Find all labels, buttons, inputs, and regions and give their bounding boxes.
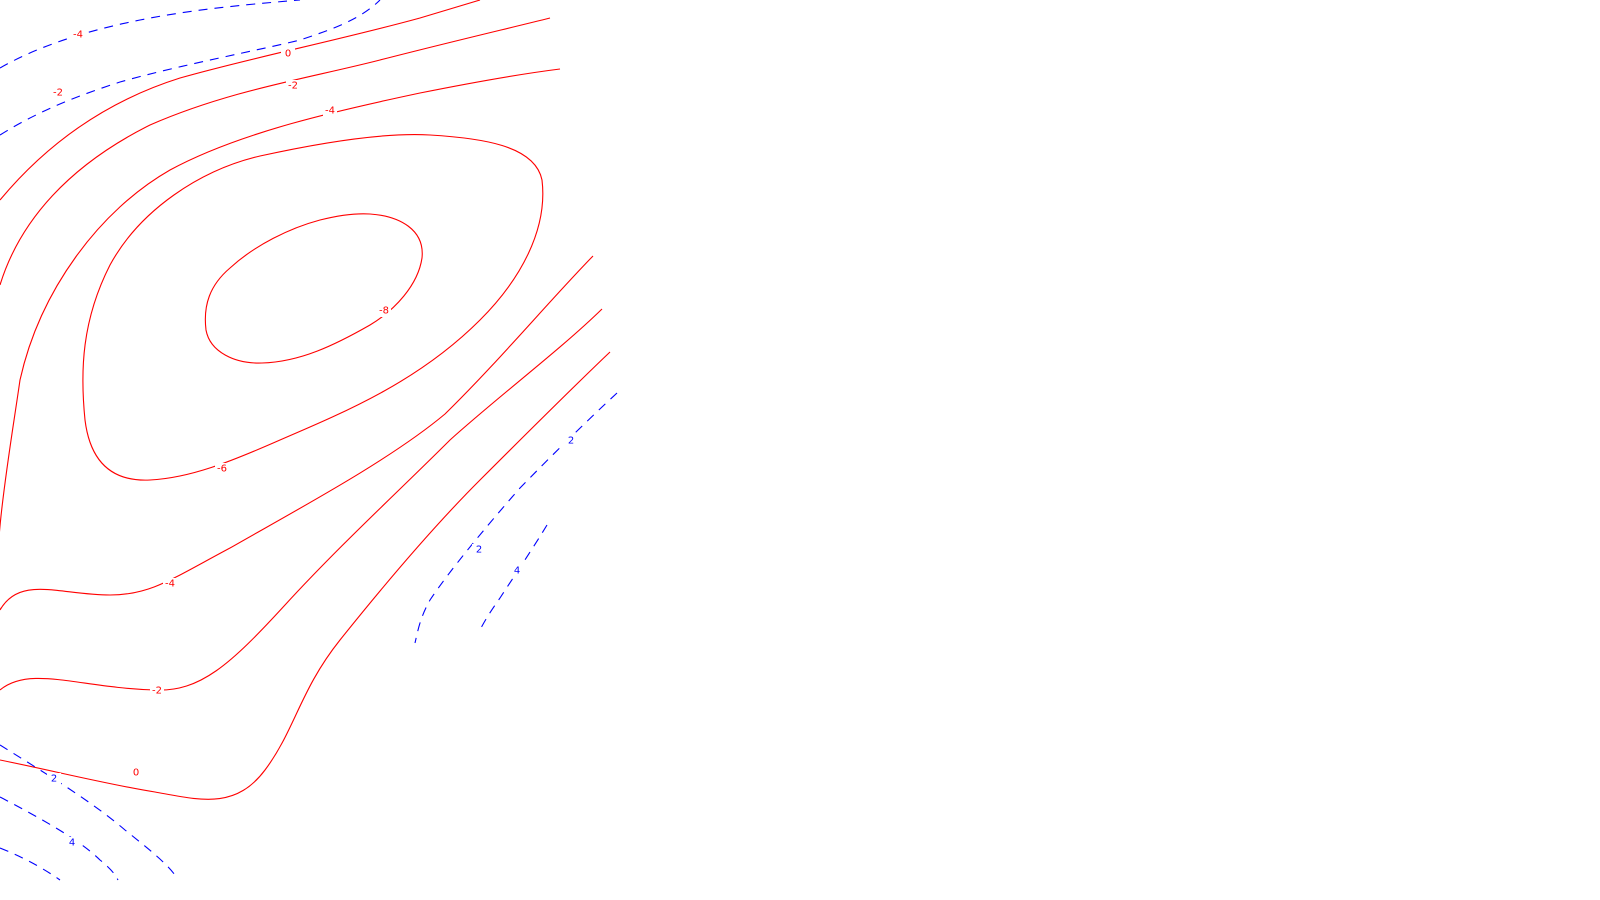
contour-label-background [510, 565, 524, 577]
contour-label-background [129, 767, 143, 779]
contour-label-pos2: 2 [476, 545, 482, 556]
contour-label-zero: 0 [133, 768, 139, 779]
contour-label-background [286, 80, 300, 92]
contour-line-pos4 [0, 847, 61, 881]
contour-line-pos2 [0, 744, 176, 876]
contour-label-background [472, 544, 486, 556]
contour-line-neg8 [204, 213, 423, 364]
contour-label-pos2: 2 [51, 774, 57, 785]
contour-label-background [71, 29, 85, 41]
contour-line-neg6 [82, 134, 544, 481]
contour-line-neg4 [0, 68, 561, 610]
contour-label-background [215, 463, 229, 475]
contour-label-background [47, 773, 61, 785]
contour-line-neg2 [0, 17, 551, 286]
contour-line-zero [0, 351, 611, 800]
contour-label-background [65, 837, 79, 849]
contour-label-neg4: -4 [325, 106, 335, 117]
contour-label-neg2: -2 [288, 81, 298, 92]
contour-label-zero: 0 [285, 49, 291, 60]
contour-label-neg6: -6 [217, 464, 227, 475]
contour-label-neg2: -2 [53, 88, 63, 99]
contour-line-neg4 [0, 255, 594, 611]
contour-label-background [163, 578, 177, 590]
contour-line-zero [0, 0, 481, 201]
contour-label-background [377, 305, 391, 317]
contour-label-neg8: -8 [379, 306, 389, 317]
contour-label-neg4: -4 [165, 579, 175, 590]
contour-label-pos2: 2 [568, 436, 574, 447]
contour-line-neg2 [0, 308, 603, 691]
contour-label-background [564, 435, 578, 447]
contour-line-pos4 [479, 524, 548, 631]
contour-lines [0, 0, 618, 881]
contour-label-neg4: -4 [73, 30, 83, 41]
contour-label-neg2: -2 [152, 686, 162, 697]
contour-line-pos2 [414, 392, 618, 644]
contour-label-pos4: 4 [514, 566, 520, 577]
contour-line-pos4 [0, 0, 301, 69]
contour-label-pos4: 4 [69, 838, 75, 849]
contour-line-pos2 [0, 0, 381, 136]
contour-label-background [51, 87, 65, 99]
contour-label-background [281, 48, 295, 60]
contour-line-pos4 [0, 796, 119, 881]
contour-label-background [150, 685, 164, 697]
contour-label-background [323, 105, 337, 117]
contour-labels: -4 -2 0 -2 -4 -8 -6 -4 -2 0 2 2 4 2 4 [47, 29, 578, 849]
